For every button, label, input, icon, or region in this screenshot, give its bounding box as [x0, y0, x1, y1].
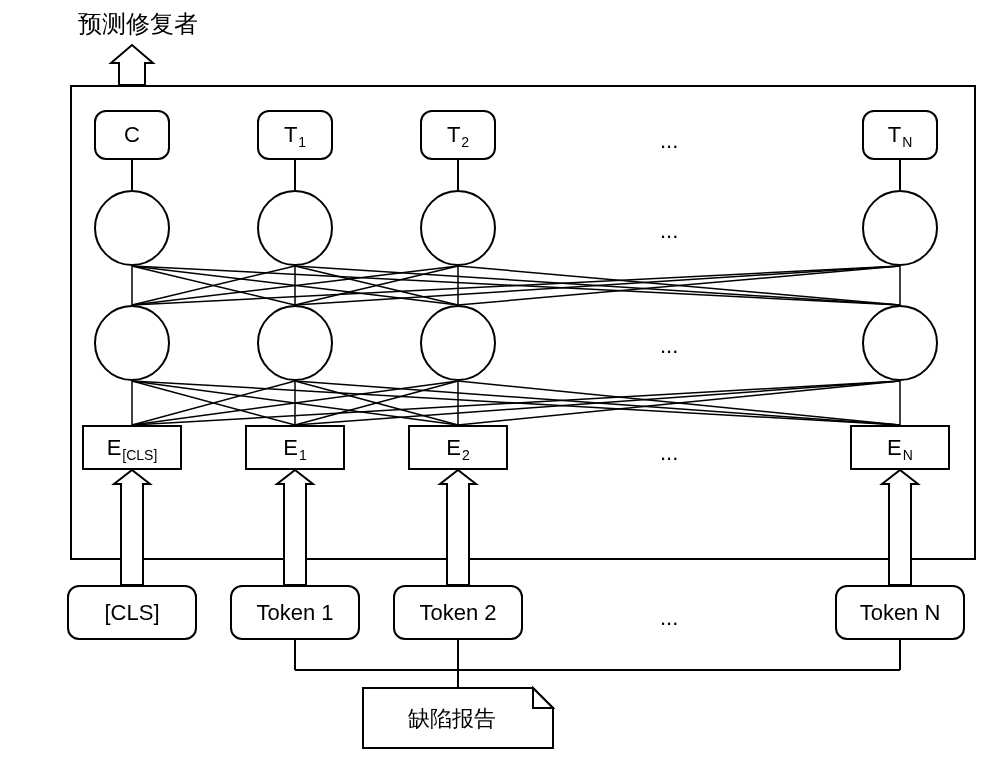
svg-marker-37 — [277, 470, 313, 585]
svg-marker-40 — [111, 45, 153, 85]
svg-marker-39 — [882, 470, 918, 585]
svg-marker-38 — [440, 470, 476, 585]
svg-marker-36 — [114, 470, 150, 585]
